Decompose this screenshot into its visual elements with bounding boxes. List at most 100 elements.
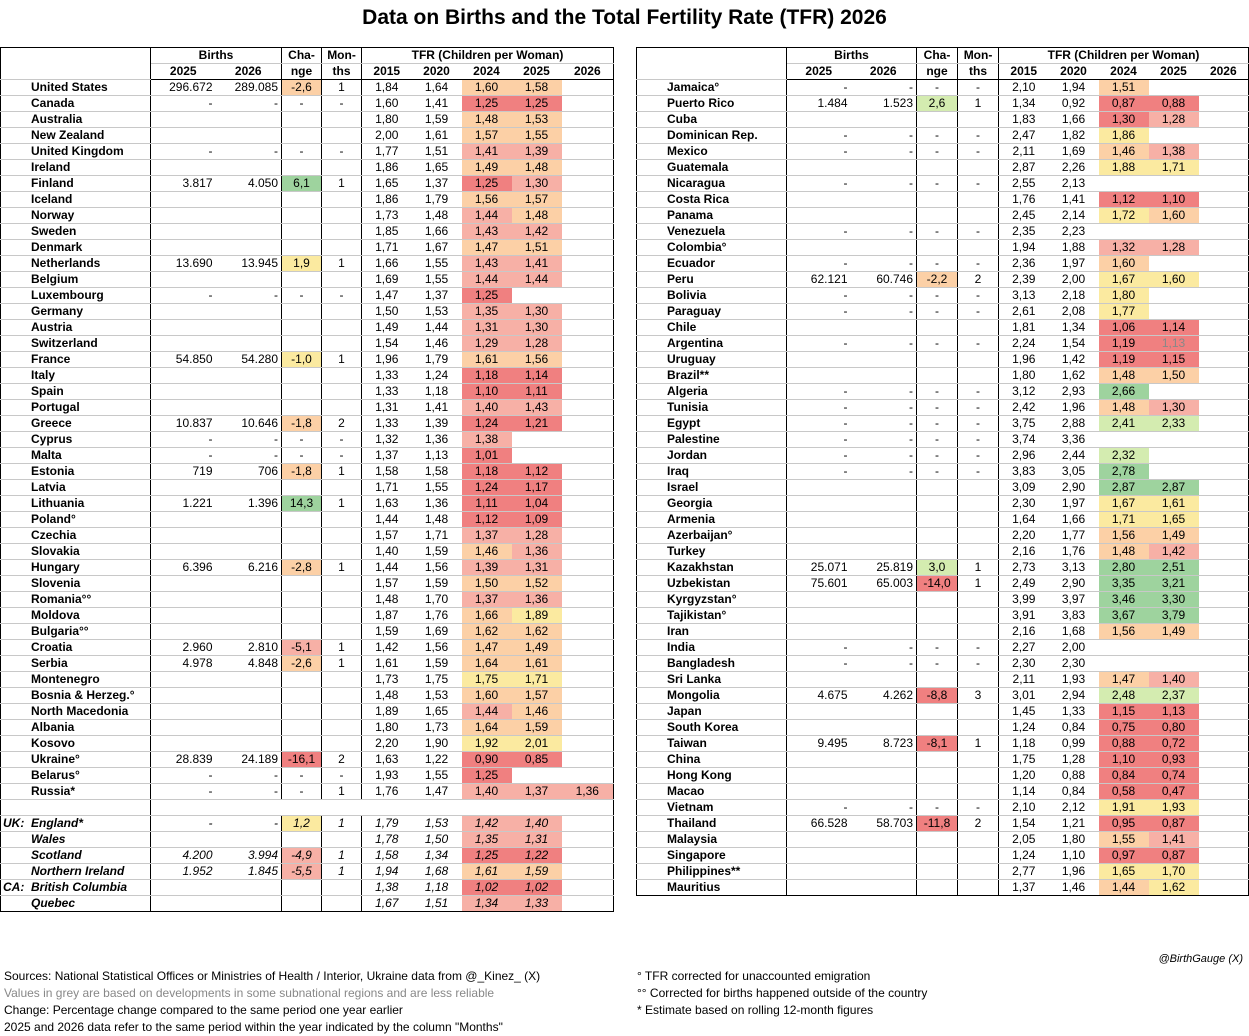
table-row: Denmark 1,71 1,67 1,47 1,51 <box>0 239 615 256</box>
tfr-2025-value: 1,30 <box>511 319 562 336</box>
spacer-cell <box>321 799 362 816</box>
tfr-2015-value: 1,76 <box>361 783 412 800</box>
tfr-2015-value: 1,64 <box>998 511 1049 528</box>
tfr-2025-value: 1,71 <box>511 671 562 688</box>
tfr-2015-value: 2,73 <box>998 559 1049 576</box>
tfr-2015-value: 2,39 <box>998 271 1049 288</box>
table-row: Belarus° - - - -1,93 1,55 1,25 <box>0 767 615 784</box>
births-2025: 75.601 <box>786 575 851 592</box>
tfr-2020-value: 1,18 <box>411 879 462 896</box>
births-2025: - <box>786 383 851 400</box>
tfr-2024-value: 2,80 <box>1098 559 1149 576</box>
tfr-2020-value: 0,92 <box>1048 95 1099 112</box>
year-2025: 2025 <box>786 63 851 80</box>
tfr-2026-value <box>1198 287 1249 304</box>
tfr-2015-value: 1,33 <box>361 383 412 400</box>
months-value: - <box>957 463 1000 480</box>
country-name: Malta <box>0 447 151 464</box>
table-row: Ireland 1,86 1,65 1,49 1,48 <box>0 159 615 176</box>
births-2025: 13.690 <box>150 255 216 272</box>
tfr-2020-value: 1,34 <box>1048 319 1099 336</box>
births-2025 <box>786 191 851 208</box>
tfr-2026-value <box>1198 815 1249 832</box>
tfr-2024-value: 1,88 <box>1098 159 1149 176</box>
births-2025 <box>150 831 216 848</box>
births-2026 <box>850 543 918 560</box>
months-value <box>321 111 363 128</box>
births-2025 <box>150 607 216 624</box>
footer-sources: Sources: National Statistical Offices or… <box>4 969 541 983</box>
country-name: Mexico <box>636 143 787 160</box>
tfr-2020-value: 1,59 <box>411 575 462 592</box>
tfr-2020-value: 3,05 <box>1048 463 1099 480</box>
months-value: 1 <box>321 351 363 368</box>
months-value: - <box>957 287 1000 304</box>
tfr-2020-value: 1,67 <box>411 239 462 256</box>
change-value: -8,8 <box>916 687 959 704</box>
tfr-2015-value: 1,57 <box>361 575 412 592</box>
tfr-2015-value: 1,58 <box>361 463 412 480</box>
births-2026 <box>850 767 918 784</box>
tfr-2015-value: 3,91 <box>998 607 1049 624</box>
tfr-2025-value: 0,85 <box>511 751 562 768</box>
tfr-2026-value <box>561 479 615 496</box>
months-value: - <box>957 399 1000 416</box>
births-2025: - <box>786 255 851 272</box>
births-2026 <box>215 239 283 256</box>
tfr-2026-value <box>561 895 615 912</box>
change-value <box>281 383 323 400</box>
tfr-2026-value <box>1198 319 1249 336</box>
tfr-2015-value: 3,13 <box>998 287 1049 304</box>
tfr-2026-value <box>1198 463 1249 480</box>
country-name: Slovakia <box>0 543 151 560</box>
births-2025 <box>150 703 216 720</box>
tfr-2015-value: 2,30 <box>998 655 1049 672</box>
tfr-2025-value: 1,30 <box>511 175 562 192</box>
table-row: Jamaica° - - - -2,10 1,94 1,51 <box>636 79 1249 96</box>
table-row: Brazil** 1,80 1,62 1,48 1,50 <box>636 367 1249 384</box>
births-2026: 1.396 <box>215 495 283 512</box>
tfr-2025-value: 1,36 <box>511 591 562 608</box>
months-value: - <box>957 383 1000 400</box>
tfr-2026-value <box>561 207 615 224</box>
spacer-row <box>0 799 615 816</box>
tfr-2024-value: 1,24 <box>461 415 512 432</box>
table-row: Colombia° 1,94 1,88 1,32 1,28 <box>636 239 1249 256</box>
tfr-2015-value: 2,87 <box>998 159 1049 176</box>
births-2025 <box>786 767 851 784</box>
tfr-2024: 2024 <box>1098 63 1149 80</box>
tfr-2026-value <box>561 239 615 256</box>
country-name: Moldova <box>0 607 151 624</box>
months-value <box>957 671 1000 688</box>
births-2026: 4.050 <box>215 175 283 192</box>
spacer-cell <box>561 799 615 816</box>
country-name: Cuba <box>636 111 787 128</box>
tfr-2025-value: 1,13 <box>1148 335 1199 352</box>
tfr-2026-value <box>561 303 615 320</box>
tfr-2015-value: 1,38 <box>361 879 412 896</box>
table-row: India - - - -2,27 2,00 <box>636 639 1249 656</box>
tfr-2020-value: 2,00 <box>1048 639 1099 656</box>
table-row: Slovakia 1,40 1,59 1,46 1,36 <box>0 543 615 560</box>
tfr-2015-value: 1,80 <box>361 111 412 128</box>
tfr-2025-value: 0,93 <box>1148 751 1199 768</box>
tfr-2015-value: 1,71 <box>361 479 412 496</box>
tfr-2026-value <box>561 319 615 336</box>
tfr-2026-value <box>561 847 615 864</box>
tfr-2024-value: 1,64 <box>461 655 512 672</box>
table-row: Malaysia 2,05 1,80 1,55 1,41 <box>636 831 1249 848</box>
tfr-2025-value: 1,59 <box>511 863 562 880</box>
change-value: -11,8 <box>916 815 959 832</box>
spacer-cell <box>215 799 282 816</box>
tfr-2024-value: 1,86 <box>1098 127 1149 144</box>
change-value: - <box>916 799 959 816</box>
tfr-2026-value <box>561 143 615 160</box>
births-2026 <box>215 895 283 912</box>
births-2026: 4.262 <box>850 687 918 704</box>
tfr-2025-value: 1,50 <box>1148 367 1199 384</box>
tfr-2020-value: 1,96 <box>1048 399 1099 416</box>
months-value <box>957 751 1000 768</box>
tfr-2026-value <box>1198 575 1249 592</box>
change-value: - <box>916 223 959 240</box>
births-2025: 2.960 <box>150 639 216 656</box>
